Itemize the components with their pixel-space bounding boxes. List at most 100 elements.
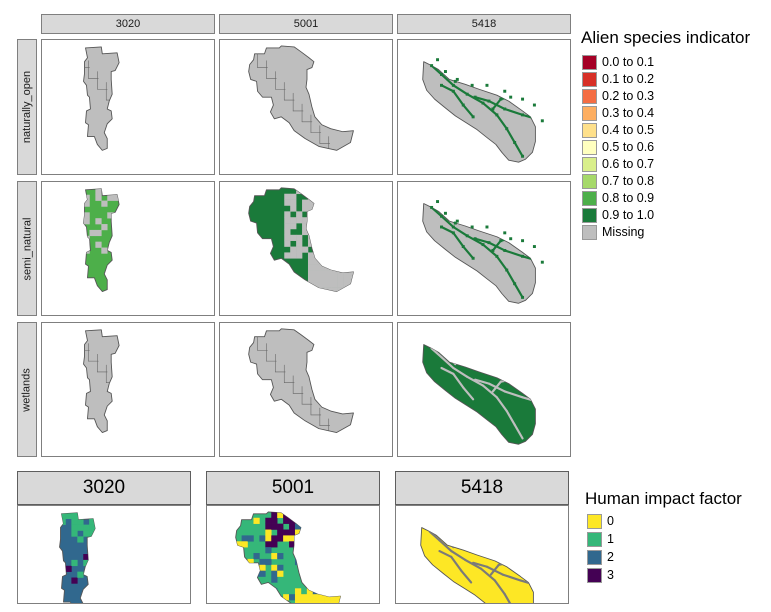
grid-cell (289, 535, 296, 542)
grid-cell (296, 187, 303, 195)
grid-cell (300, 558, 308, 566)
grid-cell (331, 193, 338, 200)
river-node (465, 92, 469, 96)
legend-label: 0.6 to 0.7 (602, 157, 655, 171)
grid-cell (331, 287, 338, 292)
grid-cell (307, 234, 315, 241)
map-panel (41, 322, 215, 457)
grid-cell (312, 547, 319, 554)
grid-cell (337, 187, 344, 195)
grid-cell (113, 194, 120, 201)
municipality-shape (422, 344, 536, 445)
river-segment (438, 539, 453, 553)
grid-cell (300, 547, 308, 554)
grid-cell (325, 199, 332, 206)
grid-cell (253, 553, 260, 560)
grid-cell (331, 252, 338, 259)
grid-cell (331, 281, 338, 288)
grid-cell (290, 193, 297, 200)
grid-cell (325, 228, 332, 236)
grid-cell (349, 275, 354, 283)
grid-cell (343, 287, 350, 292)
grid-cell (289, 523, 296, 530)
grid-cell (271, 517, 278, 524)
legend-key (582, 191, 597, 206)
river-node (430, 64, 434, 68)
grid-cell (349, 187, 354, 195)
river-segment (430, 206, 443, 218)
river-segment (495, 396, 508, 413)
grid-cell (319, 246, 327, 253)
river-node (521, 97, 525, 101)
legend-key (587, 532, 602, 547)
grid-cell (83, 241, 90, 248)
grid-cell (319, 193, 327, 200)
municipality-shape (422, 61, 536, 163)
grid-cell (325, 246, 332, 253)
grid-cell (313, 246, 321, 253)
grid-cell (247, 564, 254, 571)
river-segment (440, 84, 455, 93)
grid-cell (290, 246, 297, 253)
grid-cell (101, 247, 108, 254)
grid-cell (336, 588, 341, 595)
legend-label: 0.9 to 1.0 (602, 208, 655, 222)
grid-cell (349, 264, 354, 271)
river-node (436, 58, 440, 62)
grid-cell (349, 258, 354, 265)
grid-cell (300, 600, 308, 603)
grid-cell (313, 281, 321, 288)
grid-cell (300, 594, 308, 601)
river-node (495, 254, 499, 258)
legend-key (582, 89, 597, 104)
grid-cell (71, 524, 78, 531)
river-segment (450, 549, 467, 561)
grid-cell (265, 523, 272, 530)
river-segment (452, 225, 469, 237)
facet-strip-5418: 5418 (395, 471, 569, 505)
grid-cell (113, 212, 120, 219)
grid-cell (318, 535, 325, 542)
grid-cell (325, 264, 332, 271)
grid-cell (349, 281, 354, 288)
grid-cell (331, 199, 338, 206)
grid-cell (290, 199, 297, 206)
grid-cell (330, 547, 337, 554)
grid-cell (324, 517, 331, 524)
grid-cell (294, 523, 302, 530)
grid-cell (290, 234, 297, 241)
grid-cell (337, 281, 344, 288)
grid-cell (307, 187, 315, 195)
grid-cell (307, 264, 315, 271)
river-node (451, 83, 455, 87)
grid-cell (89, 518, 96, 525)
grid-cell (318, 570, 325, 577)
river-segment (485, 366, 506, 375)
grid-cell (349, 228, 354, 236)
legend-label: 3 (607, 568, 614, 582)
grid-cell (349, 211, 354, 218)
grid-cell (313, 287, 321, 292)
grid-cell (235, 511, 242, 519)
river-segment (503, 249, 524, 258)
legend-label: 0.2 to 0.3 (602, 89, 655, 103)
grid-cell (294, 553, 302, 560)
grid-cell (101, 224, 108, 231)
map-canvas (248, 45, 354, 151)
river-node (521, 113, 525, 117)
river-segment (491, 98, 502, 111)
municipality-shape (83, 46, 120, 151)
grid-cell (330, 588, 337, 595)
grid-cell (89, 229, 96, 237)
grid-cell (113, 247, 120, 254)
grid-cell (83, 200, 90, 207)
grid-cell (296, 234, 303, 241)
legend-key (582, 225, 597, 240)
grid-cell (277, 570, 284, 577)
grid-cell (319, 270, 327, 277)
grid-cell (89, 554, 96, 561)
river-segment (474, 237, 491, 244)
grid-cell (313, 258, 321, 265)
legend-label: 0.0 to 0.1 (602, 55, 655, 69)
grid-cell (265, 535, 272, 542)
